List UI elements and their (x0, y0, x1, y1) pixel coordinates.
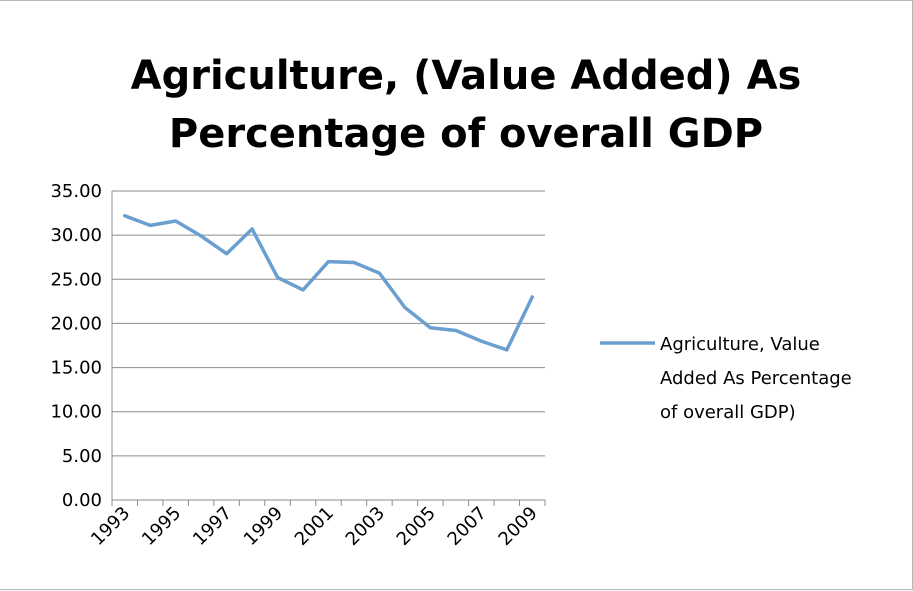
y-tick-label: 15.00 (50, 358, 102, 379)
axes (111, 191, 546, 506)
legend-label-line-1: Agriculture, Value (660, 334, 820, 355)
legend: Agriculture, Value Added As Percentage o… (600, 334, 852, 423)
x-axis-tick-labels: 1993 1995 1997 1999 2001 2003 2005 2007 2009 (87, 503, 542, 550)
y-tick-label: 0.00 (62, 490, 102, 511)
y-tick-label: 30.00 (50, 225, 102, 246)
chart-title-line-1: Agriculture, (Value Added) As (131, 53, 802, 99)
y-tick-label: 20.00 (50, 313, 102, 334)
x-tick-label: 1999 (240, 503, 287, 550)
y-tick-label: 5.00 (62, 446, 102, 467)
chart-title: Agriculture, (Value Added) As Percentage… (131, 53, 802, 157)
x-tick-label: 1995 (138, 503, 185, 550)
x-tick-label: 2003 (342, 503, 389, 550)
legend-label-line-3: of overall GDP) (660, 402, 796, 423)
y-tick-label: 35.00 (50, 181, 102, 202)
series-line (122, 213, 535, 352)
chart-title-line-2: Percentage of overall GDP (169, 111, 763, 157)
x-tick-label: 2005 (393, 503, 440, 550)
y-tick-label: 25.00 (50, 269, 102, 290)
x-tick-label: 2001 (291, 503, 338, 550)
series-lines (122, 213, 535, 352)
y-axis-tick-labels: 35.00 30.00 25.00 20.00 15.00 10.00 5.00 0.00 (50, 181, 102, 511)
legend-label-line-2: Added As Percentage (660, 368, 852, 389)
x-tick-label: 2009 (495, 503, 542, 550)
gridlines (112, 190, 545, 457)
y-tick-label: 10.00 (50, 402, 102, 423)
x-tick-label: 1997 (189, 503, 236, 550)
x-tick-label: 2007 (444, 503, 491, 550)
